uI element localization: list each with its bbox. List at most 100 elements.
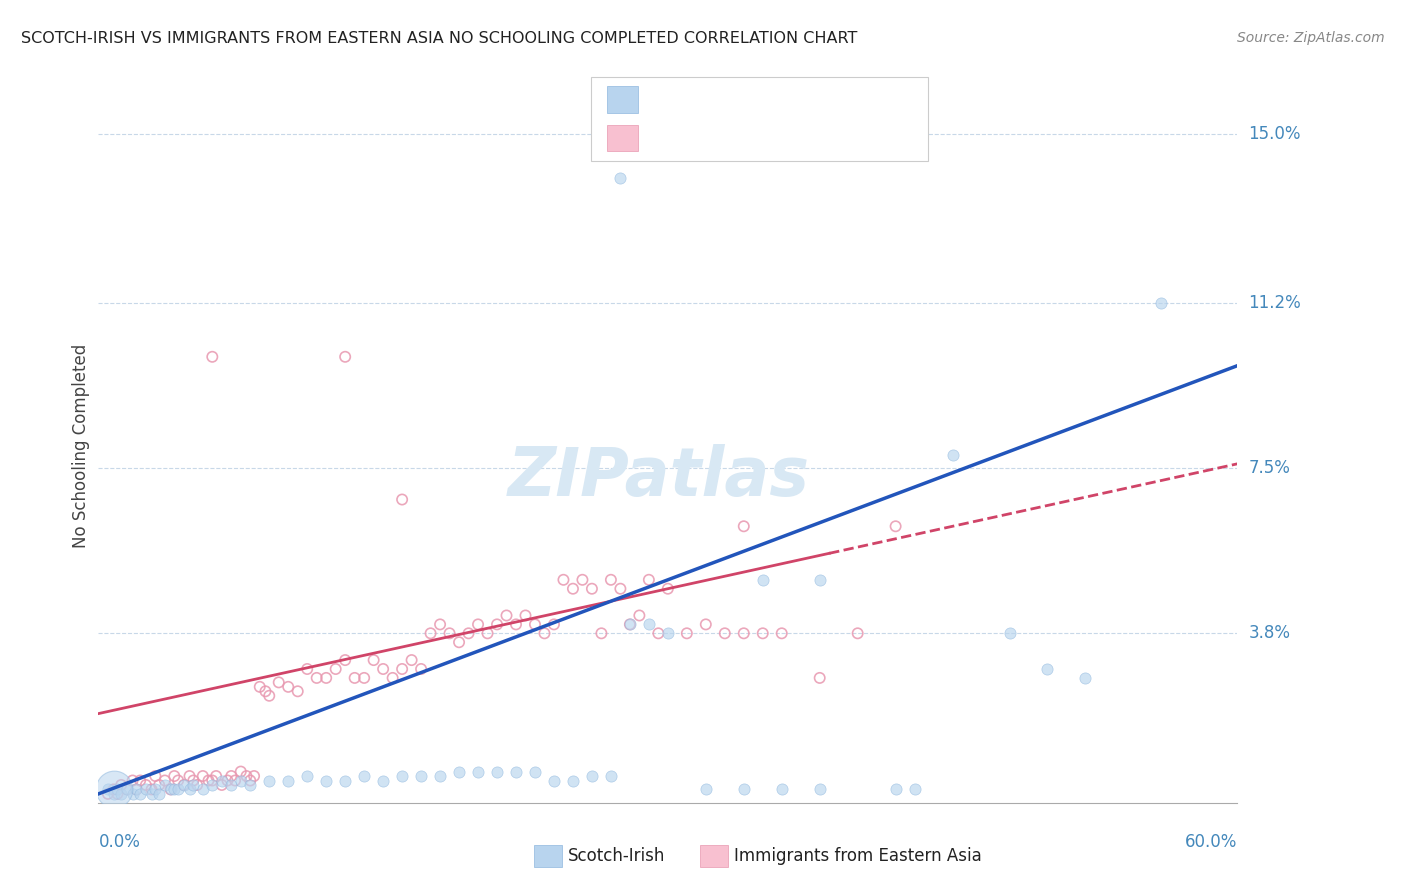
Point bbox=[153, 773, 176, 788]
Point bbox=[148, 778, 170, 792]
Text: 86: 86 bbox=[765, 129, 787, 147]
Point bbox=[259, 689, 281, 703]
Point bbox=[363, 653, 385, 667]
Text: 60.0%: 60.0% bbox=[1185, 833, 1237, 851]
Point bbox=[657, 582, 679, 596]
Point bbox=[808, 671, 831, 685]
Point bbox=[335, 773, 357, 788]
Text: N =: N = bbox=[737, 90, 773, 108]
Text: Immigrants from Eastern Asia: Immigrants from Eastern Asia bbox=[734, 847, 981, 865]
Text: 0.0%: 0.0% bbox=[98, 833, 141, 851]
Point bbox=[609, 582, 631, 596]
Point bbox=[533, 626, 555, 640]
Point bbox=[647, 626, 669, 640]
Point bbox=[315, 671, 337, 685]
Point bbox=[884, 782, 907, 797]
Point bbox=[419, 626, 441, 640]
Point bbox=[335, 653, 357, 667]
Point bbox=[600, 573, 623, 587]
Point bbox=[201, 350, 224, 364]
Point bbox=[808, 782, 831, 797]
Point bbox=[619, 617, 641, 632]
Point bbox=[287, 684, 309, 698]
Point bbox=[467, 764, 489, 779]
Text: ZIPatlas: ZIPatlas bbox=[508, 444, 810, 510]
Point bbox=[571, 573, 593, 587]
Point bbox=[553, 573, 575, 587]
Point bbox=[145, 769, 167, 783]
Point bbox=[429, 617, 451, 632]
Point bbox=[148, 787, 170, 801]
Point bbox=[145, 782, 167, 797]
Point bbox=[505, 764, 527, 779]
Point bbox=[107, 787, 129, 801]
Point bbox=[562, 582, 585, 596]
Point bbox=[239, 773, 262, 788]
Text: 50: 50 bbox=[765, 90, 787, 108]
Point bbox=[249, 680, 271, 694]
Point bbox=[159, 782, 181, 797]
Point bbox=[167, 773, 190, 788]
Point bbox=[619, 617, 641, 632]
Point bbox=[505, 617, 527, 632]
Point bbox=[107, 782, 129, 797]
Point bbox=[846, 626, 869, 640]
Point bbox=[121, 787, 143, 801]
Point bbox=[243, 769, 266, 783]
Point bbox=[167, 782, 190, 797]
Point bbox=[695, 782, 717, 797]
Point bbox=[186, 778, 208, 792]
Point bbox=[224, 773, 246, 788]
Point bbox=[457, 626, 479, 640]
Point bbox=[135, 782, 157, 797]
Point bbox=[371, 662, 394, 676]
Point bbox=[524, 617, 547, 632]
Text: N =: N = bbox=[737, 129, 773, 147]
Point bbox=[305, 671, 328, 685]
Text: SCOTCH-IRISH VS IMMIGRANTS FROM EASTERN ASIA NO SCHOOLING COMPLETED CORRELATION : SCOTCH-IRISH VS IMMIGRANTS FROM EASTERN … bbox=[21, 31, 858, 46]
Point bbox=[998, 626, 1021, 640]
Point bbox=[125, 782, 148, 797]
Point bbox=[733, 782, 755, 797]
Point bbox=[411, 662, 433, 676]
Point bbox=[486, 617, 509, 632]
Point bbox=[808, 573, 831, 587]
Y-axis label: No Schooling Completed: No Schooling Completed bbox=[72, 344, 90, 548]
Point bbox=[495, 608, 517, 623]
Point bbox=[381, 671, 404, 685]
Point bbox=[141, 787, 163, 801]
Point bbox=[695, 617, 717, 632]
Point bbox=[524, 764, 547, 779]
Point bbox=[129, 773, 152, 788]
Point bbox=[335, 350, 357, 364]
Point bbox=[477, 626, 499, 640]
Point bbox=[201, 773, 224, 788]
Point bbox=[221, 769, 243, 783]
Point bbox=[229, 764, 252, 779]
Point bbox=[221, 778, 243, 792]
Point bbox=[129, 787, 152, 801]
Point bbox=[325, 662, 347, 676]
Point bbox=[467, 617, 489, 632]
Point bbox=[205, 769, 228, 783]
Text: Scotch-Irish: Scotch-Irish bbox=[568, 847, 665, 865]
Point bbox=[183, 773, 205, 788]
Point bbox=[638, 617, 661, 632]
Point bbox=[121, 773, 143, 788]
Text: 7.5%: 7.5% bbox=[1249, 459, 1291, 477]
Point bbox=[191, 782, 214, 797]
Point bbox=[391, 769, 413, 783]
Point bbox=[401, 653, 423, 667]
Point bbox=[884, 519, 907, 533]
Point bbox=[179, 782, 201, 797]
Point bbox=[183, 778, 205, 792]
Text: R =: R = bbox=[647, 90, 683, 108]
Point bbox=[429, 769, 451, 783]
Point bbox=[103, 787, 125, 801]
Point bbox=[486, 764, 509, 779]
Point bbox=[141, 782, 163, 797]
Point bbox=[770, 782, 793, 797]
Point bbox=[676, 626, 699, 640]
Point bbox=[562, 773, 585, 788]
Point bbox=[449, 635, 471, 649]
